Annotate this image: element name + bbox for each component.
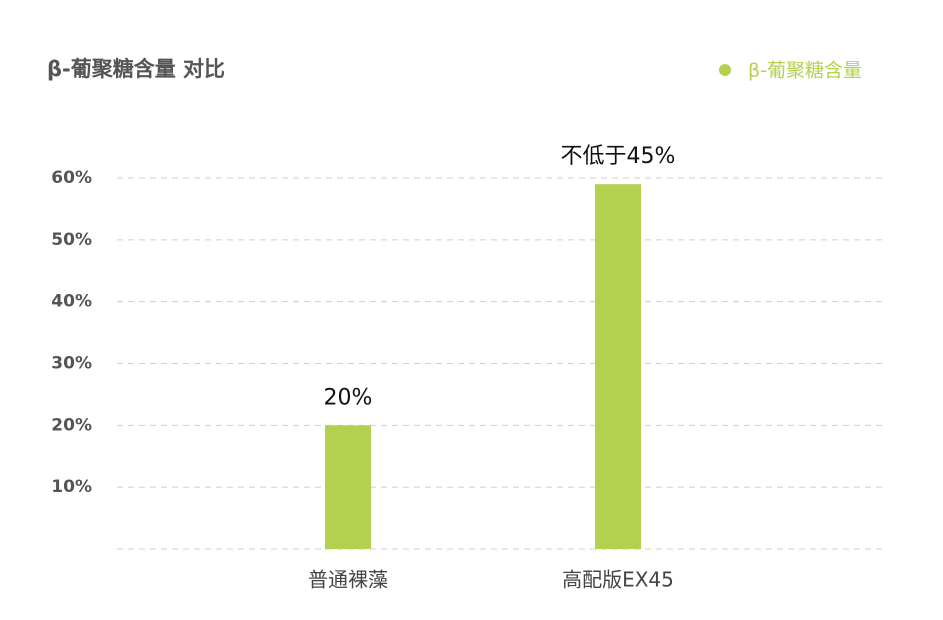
y-tick-label: 30% <box>51 354 92 374</box>
value-label: 20% <box>324 385 373 410</box>
y-tick-label: 50% <box>51 230 92 250</box>
y-tick-label: 20% <box>51 415 92 435</box>
y-tick-label: 10% <box>51 477 92 497</box>
y-tick-label: 60% <box>51 168 92 188</box>
legend-marker <box>719 64 731 76</box>
chart-title: β-葡聚糖含量 对比 <box>47 57 225 81</box>
y-tick-label: 40% <box>51 292 92 312</box>
x-tick-label: 普通裸藻 <box>308 568 388 592</box>
x-tick-label: 高配版EX45 <box>562 568 674 592</box>
legend-label: β-葡聚糖含量 <box>748 60 862 82</box>
bar <box>595 184 641 549</box>
bar <box>325 425 371 549</box>
value-label: 不低于45% <box>561 144 676 169</box>
